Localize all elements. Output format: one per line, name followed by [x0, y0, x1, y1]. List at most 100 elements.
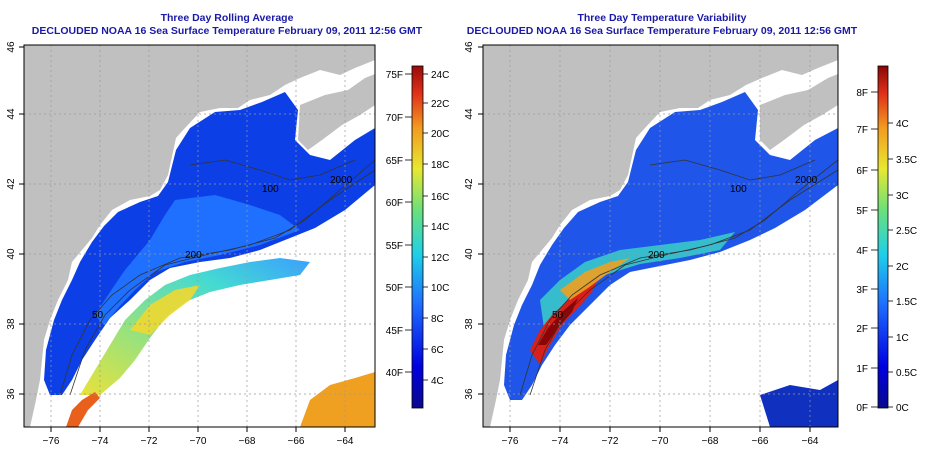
right-colorbar-f-label: 6F: [856, 166, 868, 177]
left-title-line2: DECLOUDED NOAA 16 Sea Surface Temperatur…: [31, 25, 423, 37]
right-variability-peak: [538, 298, 578, 345]
left-colorbar-c-label: 12C: [431, 253, 449, 264]
right-map-panel: 2000 100 200 50 −76 −74 −72 −70 −68 −66 …: [464, 41, 839, 447]
left-colorbar-f-label: 55F: [386, 241, 403, 252]
right-colorbar-c-label: 3C: [896, 191, 909, 202]
right-colorbar-c-label: 2C: [896, 262, 909, 273]
right-contour-label-2000: 2000: [795, 175, 818, 186]
left-colorbar-c-label: 6C: [431, 345, 444, 356]
left-contour-label-100: 100: [262, 184, 279, 195]
left-y-axis-labels: 36 38 40 42 44 46: [6, 41, 17, 400]
left-map-frame: [23, 44, 376, 428]
left-colorbar-c-label: 16C: [431, 192, 449, 203]
right-contour-label-50: 50: [552, 310, 564, 321]
left-colorbar-f-label: 45F: [386, 326, 403, 337]
right-y-tick-label: 38: [464, 318, 475, 330]
left-grid: [24, 45, 375, 427]
left-contour-200: [59, 159, 375, 396]
right-colorbar-c-label: 2.5C: [896, 226, 917, 237]
left-y-tick-label: 46: [6, 41, 17, 53]
right-scattered-data: [760, 380, 838, 427]
left-y-tick-label: 36: [6, 388, 17, 400]
right-colorbar-f-label: 1F: [856, 364, 868, 375]
right-contour-label-100: 100: [730, 184, 747, 195]
left-contour-label-200: 200: [185, 250, 202, 261]
right-colorbar-f-label: 3F: [856, 285, 868, 296]
left-colorbar-c-label: 24C: [431, 70, 449, 81]
left-contour-2000: [69, 169, 375, 396]
right-colorbar-f-label: 0F: [856, 403, 868, 414]
left-colorbar-f-label: 75F: [386, 70, 403, 81]
right-contour-200: [519, 159, 838, 396]
left-contour-label-50: 50: [92, 310, 104, 321]
left-x-tick-label: −74: [92, 436, 109, 447]
left-map-title: Three Day Rolling Average DECLOUDED NOAA…: [7, 12, 447, 38]
right-x-tick-label: −70: [652, 436, 669, 447]
right-axis-ticks: [478, 46, 811, 432]
left-warm-south: [66, 392, 100, 427]
left-contour-100: [189, 159, 356, 181]
right-x-tick-label: −72: [602, 436, 619, 447]
left-x-axis-labels: −76 −74 −72 −70 −68 −66 −64: [43, 436, 354, 447]
right-title-line2: DECLOUDED NOAA 16 Sea Surface Temperatur…: [466, 25, 858, 37]
right-nova-scotia-land: [760, 74, 838, 150]
right-title-line1: Three Day Temperature Variability: [577, 12, 747, 24]
right-colorbar-c-label: 1.5C: [896, 297, 917, 308]
left-x-tick-label: −64: [337, 436, 354, 447]
left-axis-ticks: [19, 46, 346, 432]
right-colorbar-f-label: 2F: [856, 324, 868, 335]
right-colorbar-c-label: 3.5C: [896, 155, 917, 166]
left-colorbar-f-label: 60F: [386, 198, 403, 209]
left-title-line1: Three Day Rolling Average: [160, 12, 294, 24]
left-x-tick-label: −66: [288, 436, 305, 447]
right-x-tick-label: −64: [802, 436, 819, 447]
right-y-tick-label: 46: [464, 41, 475, 53]
right-land-mass: [483, 45, 838, 427]
left-gulf-stream-plume: [80, 258, 310, 395]
left-x-tick-label: −76: [43, 436, 60, 447]
left-map-panel: 2000 100 200 50 −76 −74 −72 −70 −68 −66 …: [6, 41, 376, 447]
right-contour-2000: [529, 169, 838, 396]
left-colorbar: 75F 70F 65F 60F 55F 50F 45F 40F 24C 22C …: [386, 65, 449, 409]
right-colorbar-c-label: 4C: [896, 119, 909, 130]
left-colorbar-c-label: 4C: [431, 376, 444, 387]
left-y-tick-label: 44: [6, 108, 17, 120]
right-x-tick-label: −74: [552, 436, 569, 447]
right-y-axis-labels: 36 38 40 42 44 46: [464, 41, 475, 400]
right-colorbar-c-label: 1C: [896, 333, 909, 344]
left-y-tick-label: 38: [6, 318, 17, 330]
left-x-tick-label: −70: [190, 436, 207, 447]
left-colorbar-c-label: 10C: [431, 283, 449, 294]
right-contour-label-200: 200: [648, 250, 665, 261]
right-colorbar-scale: [877, 65, 889, 409]
left-colorbar-scale: [411, 65, 424, 409]
left-colorbar-f-label: 50F: [386, 283, 403, 294]
left-contour-label-2000: 2000: [330, 175, 353, 186]
left-colorbar-c-label: 18C: [431, 160, 449, 171]
right-y-tick-label: 36: [464, 388, 475, 400]
left-sst-field-midblue: [95, 195, 300, 325]
right-contour-100: [649, 159, 816, 181]
right-grid: [483, 45, 838, 427]
right-x-tick-label: −66: [752, 436, 769, 447]
right-colorbar-c-label: 0.5C: [896, 368, 917, 379]
left-colorbar-f-label: 70F: [386, 113, 403, 124]
left-colorbar-f-label: 40F: [386, 368, 403, 379]
right-colorbar-f-label: 7F: [856, 125, 868, 136]
right-y-tick-label: 40: [464, 248, 475, 260]
right-x-tick-label: −68: [702, 436, 719, 447]
left-colorbar-c-label: 20C: [431, 129, 449, 140]
left-y-tick-label: 40: [6, 248, 17, 260]
left-warm-southeast: [300, 372, 375, 427]
left-x-tick-label: −72: [141, 436, 158, 447]
left-colorbar-f-label: 65F: [386, 156, 403, 167]
right-colorbar-f-label: 4F: [856, 246, 868, 257]
right-y-tick-label: 44: [464, 108, 475, 120]
right-y-tick-label: 42: [464, 178, 475, 190]
left-warm-core: [130, 285, 200, 335]
left-x-tick-label: −68: [239, 436, 256, 447]
left-land-mass: [24, 45, 375, 427]
right-x-axis-labels: −76 −74 −72 −70 −68 −66 −64: [502, 436, 819, 447]
right-colorbar-f-label: 5F: [856, 206, 868, 217]
